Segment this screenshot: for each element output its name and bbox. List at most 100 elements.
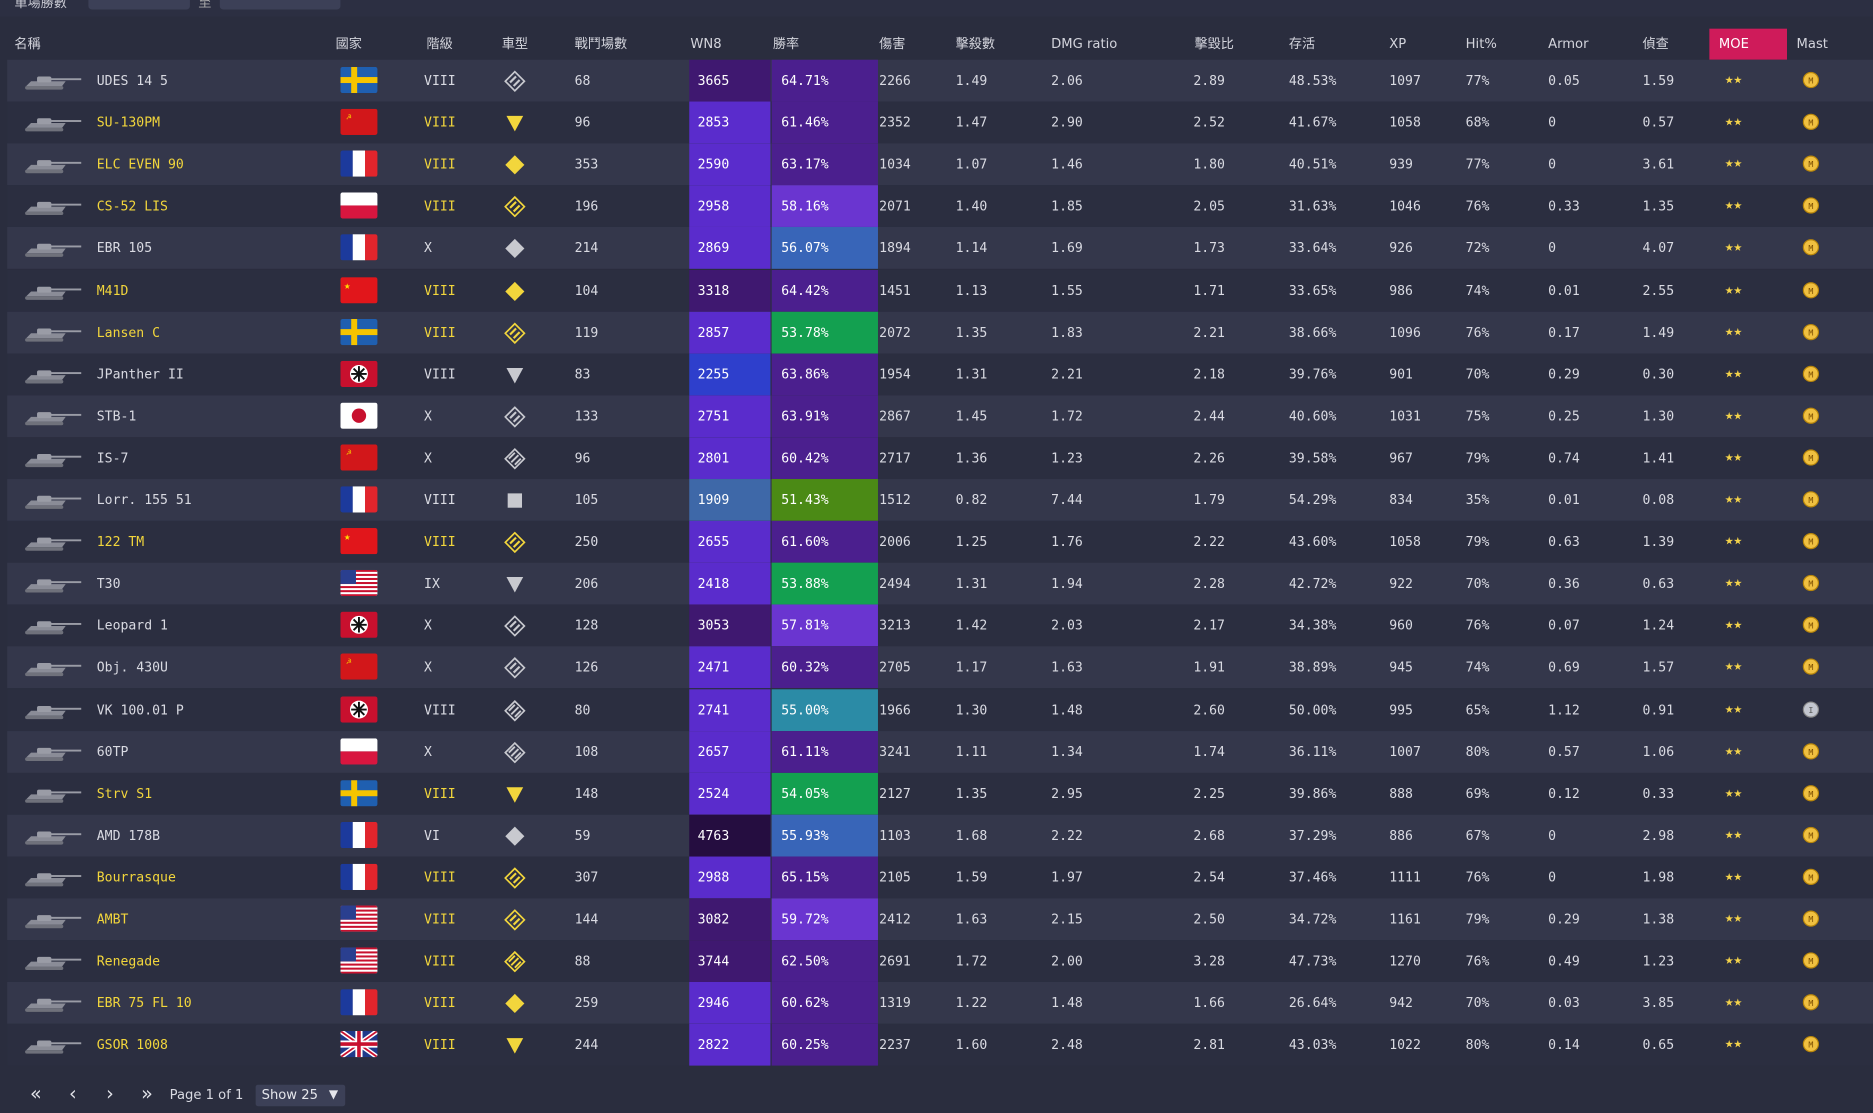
mastery-ace-icon: M [1802,533,1820,550]
wn8-value: 3665 [689,59,771,102]
vehicle-name[interactable]: Obj. 430U [96,659,168,676]
vehicle-name[interactable]: Lorr. 155 51 [96,492,192,508]
prev-page-button[interactable]: ‹ [69,1082,77,1106]
dmg-ratio-value: 1.48 [1051,701,1083,718]
col-hit[interactable]: Hit% [1465,35,1497,52]
hit-value: 79% [1465,450,1490,466]
spot-value: 0.33 [1642,785,1675,802]
col-kd[interactable]: 擊毀比 [1194,35,1234,52]
vehicle-name[interactable]: AMD 178B [96,827,161,844]
tank-icon [19,491,86,510]
battles-value: 206 [574,576,599,592]
wn8-value: 3053 [689,604,771,647]
col-kills[interactable]: 擊殺數 [955,35,996,52]
table-row[interactable]: AMBT VIII 3082 59.72% 144 2412 1.63 2.15 2.50 34.… [7,898,1873,941]
col-spot[interactable]: 偵查 [1642,35,1669,52]
col-type[interactable]: 車型 [501,35,528,52]
table-row[interactable]: Lorr. 155 51 VIII 1909 51.43% 105 1512 0.82 7.4… [7,479,1873,521]
col-wn8[interactable]: WN8 [690,35,722,52]
vehicle-name[interactable]: SU-130PM [96,114,161,131]
table-row[interactable]: 60TP X 2657 61.11% 108 3241 1.11 1.34 1.74 36.11%… [7,730,1873,773]
spot-value: 1.24 [1642,617,1675,634]
tank-icon [19,114,86,133]
filter-max-input[interactable] [219,0,341,10]
table-row[interactable]: Lansen C VIII 2857 53.78% 119 2072 1.35 1.83 2.2… [7,311,1873,354]
xp-value: 1097 [1389,72,1421,89]
last-page-button[interactable]: » [141,1082,153,1106]
winrate-value: 51.43% [771,479,878,521]
vehicle-name[interactable]: STB-1 [96,408,137,424]
table-row[interactable]: CS-52 LIS VIII 2958 58.16% 196 2071 1.40 1.85 2.… [7,185,1873,228]
vehicle-name[interactable]: 122 TM [96,534,145,550]
damage-value: 2867 [879,408,911,424]
col-damage[interactable]: 傷害 [879,35,906,52]
vehicle-name[interactable]: EBR 75 FL 10 [96,995,192,1011]
table-row[interactable]: ELC EVEN 90 VIII 2590 63.17% 353 1034 1.07 1.46… [7,143,1873,186]
table-row[interactable]: VK 100.01 P VIII 2741 55.00% 80 1966 1.30 1.48 2… [7,688,1873,731]
vehicle-name[interactable]: Bourrasque [96,869,176,886]
table-row[interactable]: STB-1 X 2751 63.91% 133 2867 1.45 1.72 2.44 40.60… [7,395,1873,437]
filter-min-input[interactable] [88,0,190,10]
table-row[interactable]: Bourrasque VIII 2988 65.15% 307 2105 1.59 1.97 2… [7,856,1873,899]
col-dmg-ratio[interactable]: DMG ratio [1051,35,1118,52]
vehicle-name[interactable]: EBR 105 [96,240,153,257]
col-mast[interactable]: Mast [1796,35,1828,52]
vehicle-name[interactable]: 60TP [96,743,129,760]
table-row[interactable]: AMD 178B VI 4763 55.93% 59 1103 1.68 2.22 2.68 37… [7,814,1873,857]
col-tier[interactable]: 階級 [426,35,453,52]
moe-stars-icon: ★★ [1724,280,1743,297]
table-row[interactable]: Strv S1 VIII 2524 54.05% 148 2127 1.35 2.95 2.25… [7,772,1873,815]
first-page-button[interactable]: « [29,1082,42,1106]
vehicle-name[interactable]: ELC EVEN 90 [96,156,184,173]
vehicle-name[interactable]: CS-52 LIS [96,198,168,215]
flag-china-icon: ★ [340,528,378,555]
table-row[interactable]: JPanther II VIII 2255 63.86% 83 1954 1.31 2.21 2… [7,353,1873,396]
table-row[interactable]: EBR 105 X 2869 56.07% 214 1894 1.14 1.69 1.73 33.… [7,227,1873,270]
battles-value: 307 [574,869,599,886]
table-row[interactable]: 122 TM ★ VIII 2655 61.60% 250 2006 1.25 1.76 2.22… [7,520,1873,563]
table-row[interactable]: Renegade VIII 3744 62.50% 88 2691 1.72 2.00 3.28… [7,940,1873,983]
battles-value: 96 [574,450,591,466]
tank-icon [19,156,86,175]
vehicle-name[interactable]: Strv S1 [96,785,153,802]
table-row[interactable]: SU-130PM ☭ VIII 2853 61.46% 96 2352 1.47 2.90 2.5… [7,101,1873,144]
wn8-value: 2751 [689,395,771,437]
table-row[interactable]: Leopard 1 X 3053 57.81% 128 3213 1.42 2.03 2.17 3… [7,604,1873,647]
col-nation[interactable]: 國家 [335,35,362,52]
table-row[interactable]: EBR 75 FL 10 VIII 2946 60.62% 259 1319 1.22 1.4… [7,982,1873,1025]
col-winrate[interactable]: 勝率 [772,35,800,52]
col-armor[interactable]: Armor [1548,35,1589,52]
vehicle-name[interactable]: Lansen C [96,324,161,340]
vehicle-name[interactable]: AMBT [96,911,129,928]
page-size-select[interactable]: Show 25 ▼ [255,1084,346,1107]
flag-france-icon [340,989,378,1016]
vehicle-name[interactable]: IS-7 [96,450,129,466]
col-xp[interactable]: XP [1389,35,1407,52]
table-row[interactable]: T30 IX 2418 53.88% 206 2494 1.31 1.94 2.28 42.72%… [7,562,1873,605]
vehicle-name[interactable]: Renegade [96,953,161,969]
vehicle-name[interactable]: GSOR 1008 [96,1037,168,1053]
svg-text:M: M [1808,663,1813,673]
table-row[interactable]: IS-7 ☭ X 2801 60.42% 96 2717 1.36 1.23 2.26 39.58%… [7,437,1873,479]
tier: X [424,743,432,760]
next-page-button[interactable]: › [106,1082,114,1106]
vehicle-name[interactable]: JPanther II [96,366,184,382]
vehicle-name[interactable]: VK 100.01 P [96,701,184,718]
vehicle-name[interactable]: M41D [96,282,129,299]
flag-usa-icon [340,570,378,597]
col-name[interactable]: 名稱 [14,35,41,52]
kd-value: 3.28 [1193,953,1225,969]
col-moe[interactable]: MOE [1709,28,1788,60]
col-survival[interactable]: 存活 [1288,35,1316,52]
table-row[interactable]: GSOR 1008 VIII 2822 60.25% 244 2237 1.60 2.48 2.… [7,1024,1873,1066]
vehicle-name[interactable]: UDES 14 5 [96,72,168,89]
col-battles[interactable]: 戰鬥場數 [574,35,628,52]
vehicle-name[interactable]: Leopard 1 [96,617,168,634]
flag-ussr-icon: ☭ [340,653,378,681]
svg-text:M: M [1808,1040,1813,1050]
table-row[interactable]: Obj. 430U ☭ X 2471 60.32% 126 2705 1.17 1.63 1.91… [7,646,1873,689]
vehicle-name[interactable]: T30 [96,576,121,592]
table-row[interactable]: UDES 14 5 VIII 3665 64.71% 68 2266 1.49 2.06 2.8… [7,59,1873,102]
table-row[interactable]: M41D ★ VIII 3318 64.42% 104 1451 1.13 1.55 1.71 33… [7,269,1873,312]
armor-value: 0 [1548,827,1557,844]
